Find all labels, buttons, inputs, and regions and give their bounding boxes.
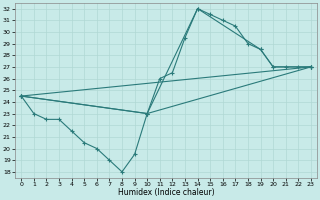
X-axis label: Humidex (Indice chaleur): Humidex (Indice chaleur) <box>118 188 214 197</box>
